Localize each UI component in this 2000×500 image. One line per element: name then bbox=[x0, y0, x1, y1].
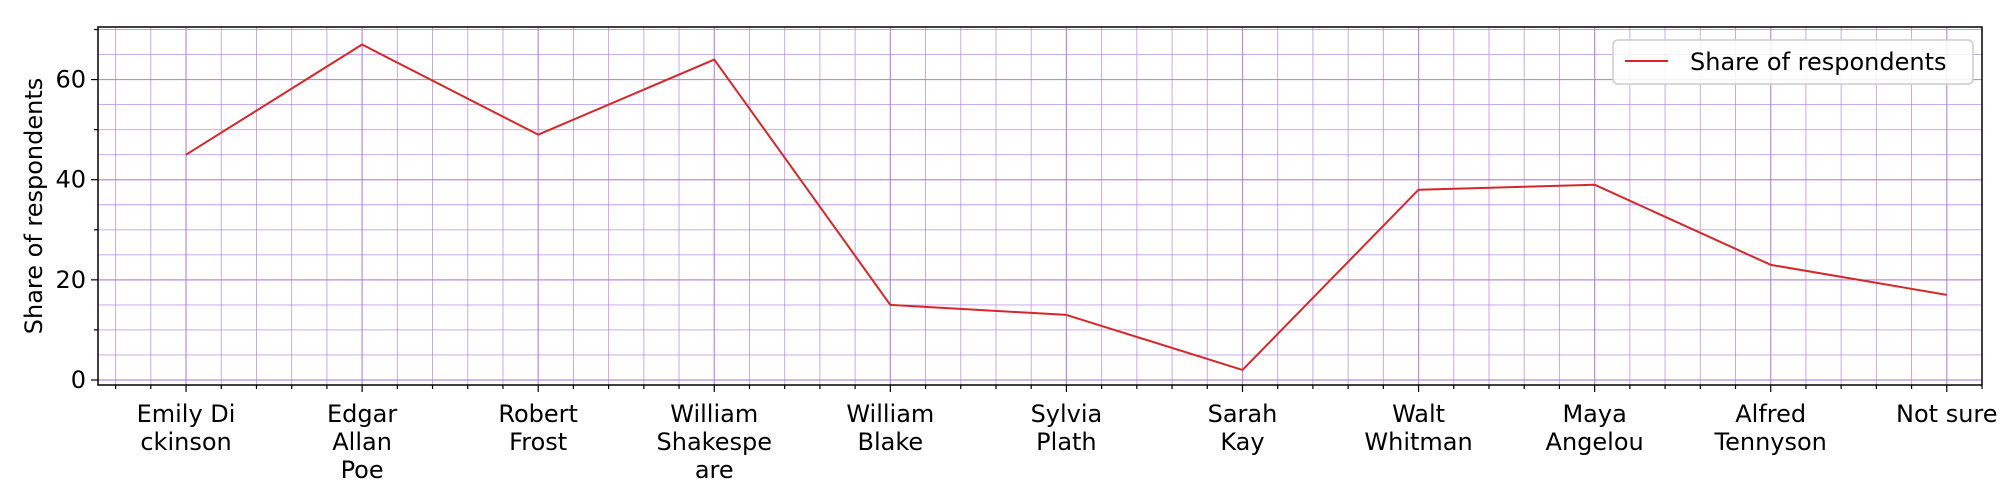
x-tick-label: William Shakespe are bbox=[657, 400, 772, 484]
y-tick-label: 20 bbox=[55, 266, 86, 294]
x-axis: Emily Di ckinson Edgar Allan Poe Robert Frost W… bbox=[115, 385, 1998, 484]
y-tick-label: 40 bbox=[55, 166, 86, 194]
x-tick-label-line: Frost bbox=[509, 428, 567, 456]
x-tick-label: Maya Angelou bbox=[1546, 400, 1644, 456]
x-tick-label: Walt Whitman bbox=[1364, 400, 1472, 456]
x-tick-label-line: Walt bbox=[1392, 400, 1445, 428]
x-tick-label: Sarah Kay bbox=[1208, 400, 1278, 456]
y-tick-label: 60 bbox=[55, 66, 86, 94]
grid-lines bbox=[98, 27, 1983, 385]
x-tick-label-line: Angelou bbox=[1546, 428, 1644, 456]
legend: Share of respondents bbox=[1612, 39, 1974, 85]
x-tick-label-line: Whitman bbox=[1364, 428, 1472, 456]
x-tick-label-line: Not sure bbox=[1896, 400, 1998, 428]
series-layer bbox=[185, 43, 1947, 371]
x-tick-label-line: ckinson bbox=[140, 428, 231, 456]
x-tick-label-line: Blake bbox=[858, 428, 924, 456]
y-axis: 0 20 40 60 bbox=[55, 28, 98, 394]
y-tick-label: 0 bbox=[71, 366, 86, 394]
x-tick-label-line: are bbox=[695, 456, 734, 484]
x-tick-label-line: Poe bbox=[341, 456, 384, 484]
x-tick-label-line: Robert bbox=[498, 400, 578, 428]
legend-box bbox=[1612, 39, 1974, 85]
x-tick-label: Sylvia Plath bbox=[1031, 400, 1103, 456]
x-tick-label-line: Plath bbox=[1036, 428, 1096, 456]
x-tick-label-line: William bbox=[846, 400, 934, 428]
x-tick-label-line: William bbox=[670, 400, 758, 428]
legend-label-share-of-respondents: Share of respondents bbox=[1690, 48, 1947, 76]
x-tick-label: Robert Frost bbox=[498, 400, 578, 456]
x-tick-label-line: Allan bbox=[332, 428, 392, 456]
x-tick-label-line: Maya bbox=[1562, 400, 1626, 428]
x-tick-label-line: Sylvia bbox=[1031, 400, 1103, 428]
x-tick-label: Emily Di ckinson bbox=[137, 400, 236, 456]
x-tick-label-line: Shakespe bbox=[657, 428, 772, 456]
x-tick-label-line: Edgar bbox=[327, 400, 397, 428]
x-tick-label-line: Tennyson bbox=[1714, 428, 1827, 456]
x-tick-label: Edgar Allan Poe bbox=[327, 400, 397, 484]
x-tick-label: Not sure bbox=[1896, 400, 1998, 428]
x-tick-label-line: Emily Di bbox=[137, 400, 236, 428]
x-tick-label-line: Sarah bbox=[1208, 400, 1278, 428]
x-tick-label: Alfred Tennyson bbox=[1714, 400, 1827, 456]
x-tick-label-line: Kay bbox=[1220, 428, 1264, 456]
x-tick-label-line: Alfred bbox=[1735, 400, 1806, 428]
plot-frame bbox=[97, 26, 1983, 386]
x-tick-label: William Blake bbox=[846, 400, 934, 456]
y-axis-title: Share of respondents bbox=[20, 78, 48, 335]
